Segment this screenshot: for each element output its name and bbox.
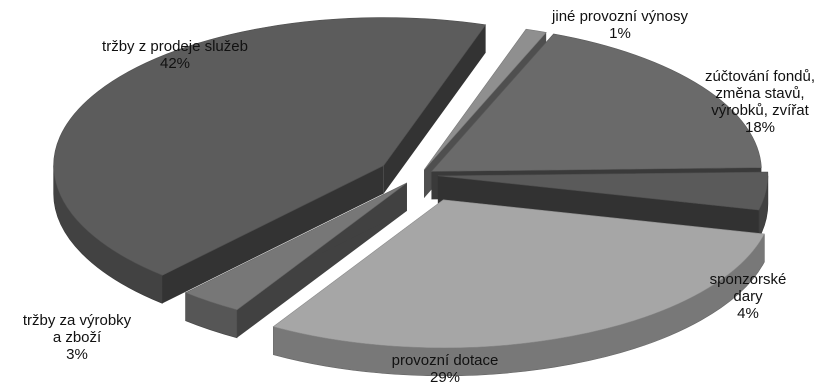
- pie-slice-top: [272, 199, 765, 349]
- pie-slice-product-sales: [184, 182, 408, 339]
- pie-slice-wall: [437, 175, 759, 239]
- pie-slice-service-sales: [53, 17, 487, 304]
- pie-slice-top: [437, 171, 769, 211]
- slice-label-service-sales: tržby z prodeje služeb 42%: [102, 38, 248, 72]
- pie-slice-top: [423, 28, 547, 171]
- pie-slice-top: [184, 182, 408, 311]
- pie-slice-top: [53, 17, 487, 276]
- pie-slice-wall: [383, 24, 486, 194]
- slice-label-funds-settlement: zúčtování fondů, změna stavů, výrobků, z…: [704, 68, 816, 136]
- slice-label-sponsorship: sponzorské dary 4%: [709, 271, 787, 322]
- pie-slice-sponsorship: [437, 171, 769, 239]
- slice-label-other-operating-income: jiné provozní výnosy 1%: [552, 8, 688, 42]
- pie-slice-wall: [162, 165, 384, 304]
- slice-label-operating-subsidies: provozní dotace 29%: [391, 352, 499, 386]
- pie-slice-operating-subsidies: [272, 199, 765, 377]
- pie-slice-top: [430, 33, 762, 172]
- slice-label-product-sales: tržby za výrobky a zboží 3%: [22, 312, 132, 363]
